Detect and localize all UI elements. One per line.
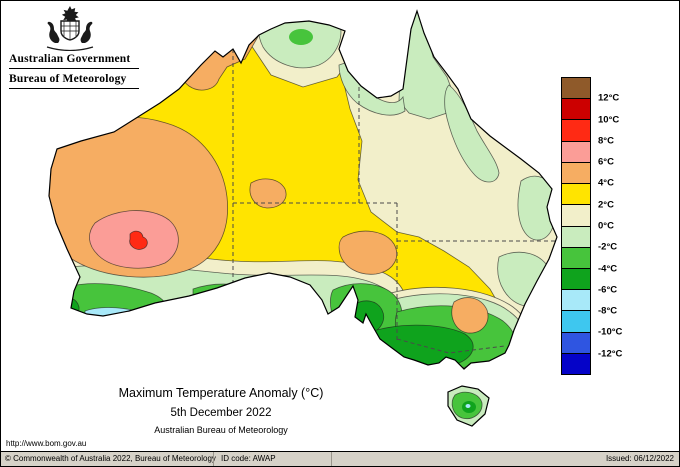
legend-label: -12°C xyxy=(598,348,623,360)
legend-cell-orange xyxy=(562,162,590,185)
state-borders xyxy=(232,49,557,354)
legend-label: 6°C xyxy=(598,156,614,168)
anomaly-region-paleblue-vic xyxy=(367,348,391,367)
legend-cell-cyan xyxy=(562,311,590,333)
commonwealth-star-icon xyxy=(61,6,79,25)
anomaly-region-orange-sa xyxy=(338,230,398,275)
issued-text: Issued: 06/12/2022 xyxy=(605,454,674,463)
border-nsw-vic xyxy=(396,338,506,354)
anomaly-region-palegreen-south xyxy=(49,264,403,382)
footer-bar: © Commonwealth of Australia 2022, Bureau… xyxy=(1,451,679,466)
legend-cell-brown xyxy=(562,78,590,100)
legend-cell-dark_red xyxy=(562,99,590,121)
legend-cell-dark_blue xyxy=(562,353,590,375)
anomaly-region-orange-nsw xyxy=(451,297,489,334)
footer-divider xyxy=(213,452,214,466)
anomaly-region-orange-center xyxy=(249,178,287,209)
legend-cell-blue xyxy=(562,332,590,354)
legend-cell-red xyxy=(562,120,590,142)
legend-label: 8°C xyxy=(598,135,614,147)
legend-label: -6°C xyxy=(598,284,618,296)
legend-labels: 12°C 10°C 8°C 6°C 4°C 2°C 0°C -2°C -4°C -6°C -8°C -… xyxy=(598,77,648,375)
bureau-label: Bureau of Meteorology xyxy=(9,73,127,85)
header-divider-bottom xyxy=(9,88,139,89)
anomaly-region-green-bight xyxy=(192,283,263,313)
crest-scroll xyxy=(46,46,94,51)
legend-cell-dark_green xyxy=(562,268,590,291)
legend-bar xyxy=(561,77,591,375)
map-org: Australian Bureau of Meteorology xyxy=(154,425,288,435)
anomaly-region-darkgreen-sw xyxy=(56,297,80,319)
australia-coastline xyxy=(48,9,558,370)
id-code-text: ID code: AWAP xyxy=(221,454,276,463)
anomaly-region-green-topend xyxy=(289,29,313,45)
anomaly-region-orange-west xyxy=(49,116,228,278)
legend-cell-pale_green xyxy=(562,226,590,248)
header-divider-top xyxy=(9,68,139,69)
legend-label: 4°C xyxy=(598,177,614,189)
anomaly-region-tas-paleblue xyxy=(465,404,471,408)
coat-of-arms-icon xyxy=(46,6,94,51)
legend-cell-salmon xyxy=(562,141,590,163)
legend-label: 2°C xyxy=(598,199,614,211)
legend-label: -2°C xyxy=(598,241,618,253)
footer-divider xyxy=(331,452,332,466)
kangaroo-icon xyxy=(47,21,60,43)
anomaly-region-palegreen-eastcoast xyxy=(517,175,557,241)
bom-url: http://www.bom.gov.au xyxy=(6,439,87,448)
map-title-block: Maximum Temperature Anomaly (°C) 5th Dec… xyxy=(56,386,386,435)
map-title: Maximum Temperature Anomaly (°C) xyxy=(118,386,324,400)
government-label: Australian Government xyxy=(9,53,131,65)
legend-cell-cream xyxy=(562,205,590,227)
legend: 12°C 10°C 8°C 6°C 4°C 2°C 0°C -2°C -4°C -6°C -8°C -… xyxy=(561,77,622,375)
legend-cell-yellow xyxy=(562,184,590,206)
copyright-text: © Commonwealth of Australia 2022, Bureau… xyxy=(5,454,216,463)
tasmania-coastline xyxy=(447,385,490,427)
map-date: 5th December 2022 xyxy=(170,407,272,419)
legend-label: 12°C xyxy=(598,92,620,104)
legend-label: 10°C xyxy=(598,114,620,126)
legend-label: -8°C xyxy=(598,305,618,317)
legend-label: -10°C xyxy=(598,326,623,338)
emu-icon xyxy=(80,21,93,43)
anomaly-region-red-west xyxy=(129,230,148,250)
legend-cell-green xyxy=(562,247,590,269)
coat-of-arms-block: Australian Government Bureau of Meteorol… xyxy=(9,3,161,93)
anomaly-region-paleblue-sw xyxy=(84,307,148,329)
shield-quarters xyxy=(61,21,79,40)
anomaly-region-palegreen-neqld xyxy=(444,84,500,183)
legend-label: 0°C xyxy=(598,220,614,232)
legend-label: -4°C xyxy=(598,263,618,275)
legend-cell-pale_blue xyxy=(562,290,590,312)
anomaly-region-darkgreen-vic xyxy=(360,324,474,371)
